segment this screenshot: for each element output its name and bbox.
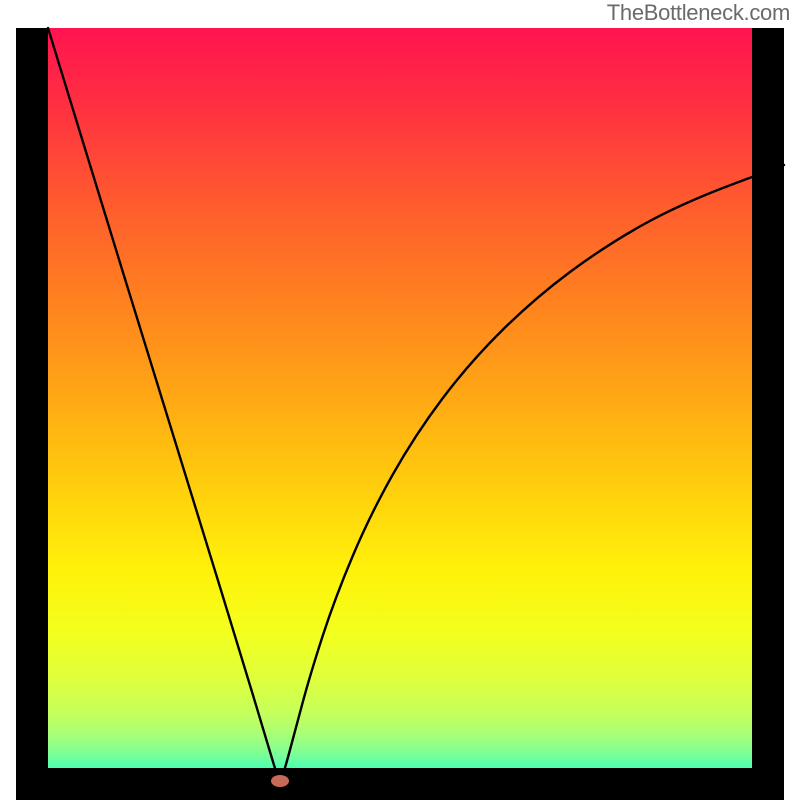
- bottleneck-chart: [0, 0, 800, 800]
- chart-root: TheBottleneck.com: [0, 0, 800, 800]
- gradient-background: [48, 28, 784, 784]
- border-left: [16, 28, 48, 800]
- border-bottom: [16, 768, 784, 800]
- watermark-text: TheBottleneck.com: [607, 0, 790, 26]
- minimum-marker: [271, 775, 289, 787]
- border-right: [752, 28, 784, 800]
